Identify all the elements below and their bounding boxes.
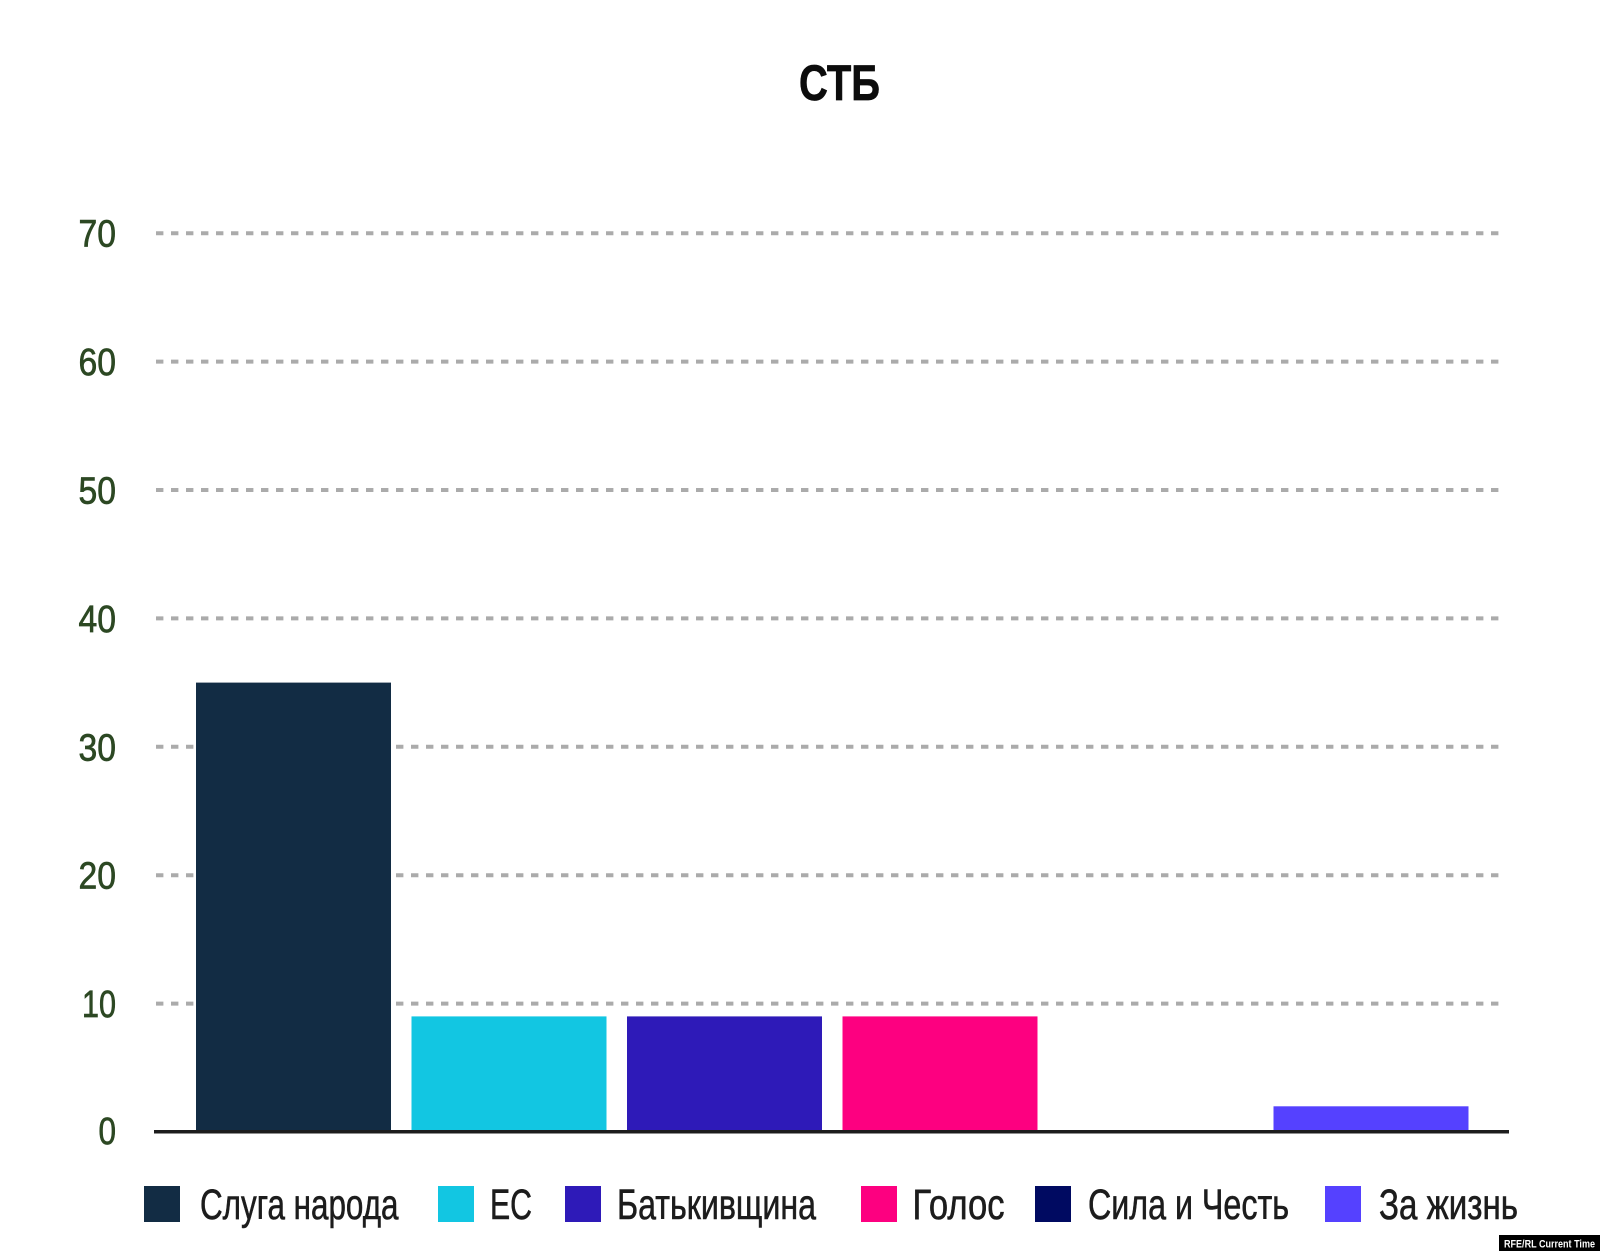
svg-text:10: 10 [82,984,116,1026]
svg-text:40: 40 [79,599,117,641]
svg-text:50: 50 [79,471,117,513]
svg-text:ЕС: ЕС [490,1181,532,1229]
svg-text:СТБ: СТБ [799,55,880,111]
svg-text:60: 60 [79,342,117,384]
svg-text:0: 0 [99,1111,117,1153]
svg-text:20: 20 [79,856,117,898]
svg-text:Сила и Честь: Сила и Честь [1088,1181,1289,1229]
svg-text:70: 70 [79,214,117,256]
svg-text:30: 30 [79,727,117,769]
svg-text:RFE/RL Current Time: RFE/RL Current Time [1504,1239,1595,1251]
svg-text:Слуга народа: Слуга народа [200,1181,399,1229]
svg-text:Батькивщина: Батькивщина [617,1181,816,1229]
svg-text:За жизнь: За жизнь [1379,1181,1518,1229]
svg-text:Голос: Голос [913,1181,1005,1229]
